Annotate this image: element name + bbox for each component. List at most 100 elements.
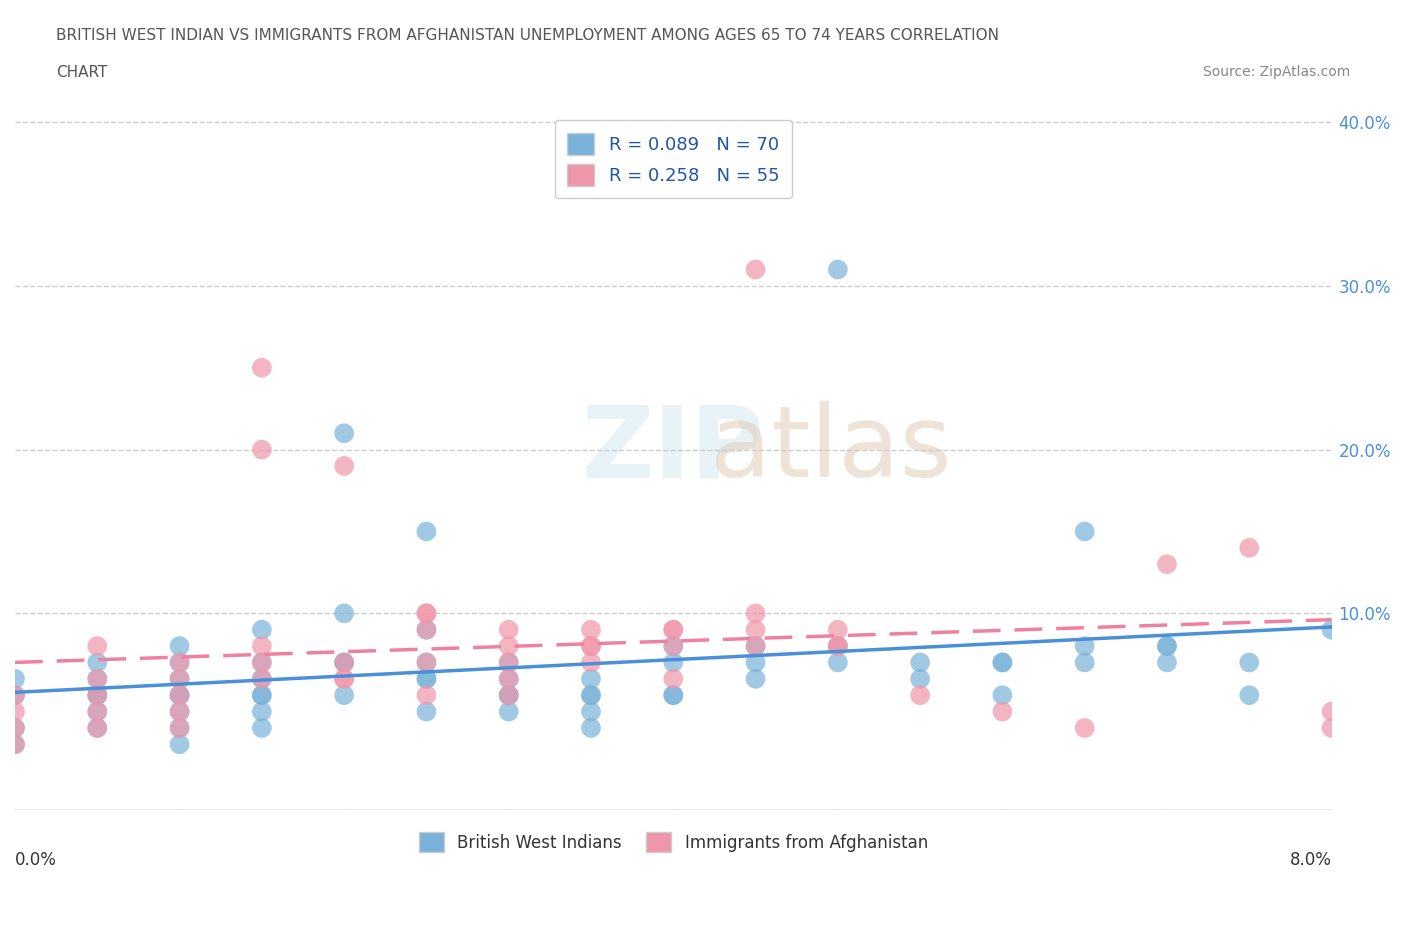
Point (86, 671, 108, 686)
Point (827, 639, 849, 654)
Point (86, 688, 108, 703)
Point (250, 622, 273, 637)
Point (744, 606, 766, 621)
Point (744, 671, 766, 686)
Point (498, 688, 520, 703)
Point (415, 655, 437, 670)
Point (169, 704, 191, 719)
Point (250, 655, 273, 670)
Point (333, 606, 356, 621)
Point (250, 671, 273, 686)
Text: 0.0%: 0.0% (15, 851, 56, 869)
Point (827, 262, 849, 277)
Point (662, 622, 685, 637)
Point (744, 639, 766, 654)
Point (991, 704, 1014, 719)
Point (415, 524, 437, 538)
Point (250, 655, 273, 670)
Point (991, 655, 1014, 670)
Point (579, 704, 602, 719)
Point (169, 639, 191, 654)
Point (169, 655, 191, 670)
Point (415, 622, 437, 637)
Point (744, 262, 766, 277)
Point (579, 688, 602, 703)
Point (662, 671, 685, 686)
Point (498, 671, 520, 686)
Point (415, 606, 437, 621)
Point (86, 688, 108, 703)
Point (498, 704, 520, 719)
Point (579, 639, 602, 654)
Point (169, 688, 191, 703)
Point (4, 704, 27, 719)
Point (662, 688, 685, 703)
Point (579, 721, 602, 736)
Point (908, 655, 931, 670)
Point (4, 688, 27, 703)
Point (415, 655, 437, 670)
Point (1073, 655, 1095, 670)
Text: CHART: CHART (56, 65, 108, 80)
Point (1239, 540, 1261, 555)
Point (415, 671, 437, 686)
Point (415, 606, 437, 621)
Point (827, 639, 849, 654)
Point (991, 688, 1014, 703)
Point (169, 704, 191, 719)
Point (333, 655, 356, 670)
Point (579, 688, 602, 703)
Text: BRITISH WEST INDIAN VS IMMIGRANTS FROM AFGHANISTAN UNEMPLOYMENT AMONG AGES 65 TO: BRITISH WEST INDIAN VS IMMIGRANTS FROM A… (56, 28, 1000, 43)
Point (169, 688, 191, 703)
Point (1320, 704, 1343, 719)
Point (1156, 655, 1178, 670)
Point (169, 721, 191, 736)
Point (415, 622, 437, 637)
Point (1073, 721, 1095, 736)
Point (991, 655, 1014, 670)
Point (4, 721, 27, 736)
Point (250, 721, 273, 736)
Point (333, 671, 356, 686)
Point (86, 721, 108, 736)
Point (415, 671, 437, 686)
Point (4, 721, 27, 736)
Point (250, 442, 273, 457)
Point (4, 737, 27, 751)
Point (498, 622, 520, 637)
Point (498, 688, 520, 703)
Point (333, 688, 356, 703)
Point (169, 655, 191, 670)
Text: atlas: atlas (710, 401, 952, 498)
Point (662, 639, 685, 654)
Point (498, 671, 520, 686)
Point (333, 655, 356, 670)
Point (250, 671, 273, 686)
Point (86, 655, 108, 670)
Point (827, 639, 849, 654)
Point (744, 639, 766, 654)
Point (1073, 639, 1095, 654)
Point (250, 688, 273, 703)
Point (1156, 557, 1178, 572)
Text: Source: ZipAtlas.com: Source: ZipAtlas.com (1202, 65, 1350, 79)
Legend: R = 0.089   N = 70, R = 0.258   N = 55: R = 0.089 N = 70, R = 0.258 N = 55 (554, 120, 792, 198)
Point (579, 671, 602, 686)
Point (86, 639, 108, 654)
Point (333, 655, 356, 670)
Point (1239, 688, 1261, 703)
Point (86, 704, 108, 719)
Point (498, 688, 520, 703)
Point (169, 671, 191, 686)
Point (415, 688, 437, 703)
Point (662, 688, 685, 703)
Point (169, 688, 191, 703)
Point (744, 622, 766, 637)
Point (827, 655, 849, 670)
Point (333, 458, 356, 473)
Point (4, 737, 27, 751)
Point (86, 688, 108, 703)
Point (579, 655, 602, 670)
Point (169, 737, 191, 751)
Point (250, 360, 273, 375)
